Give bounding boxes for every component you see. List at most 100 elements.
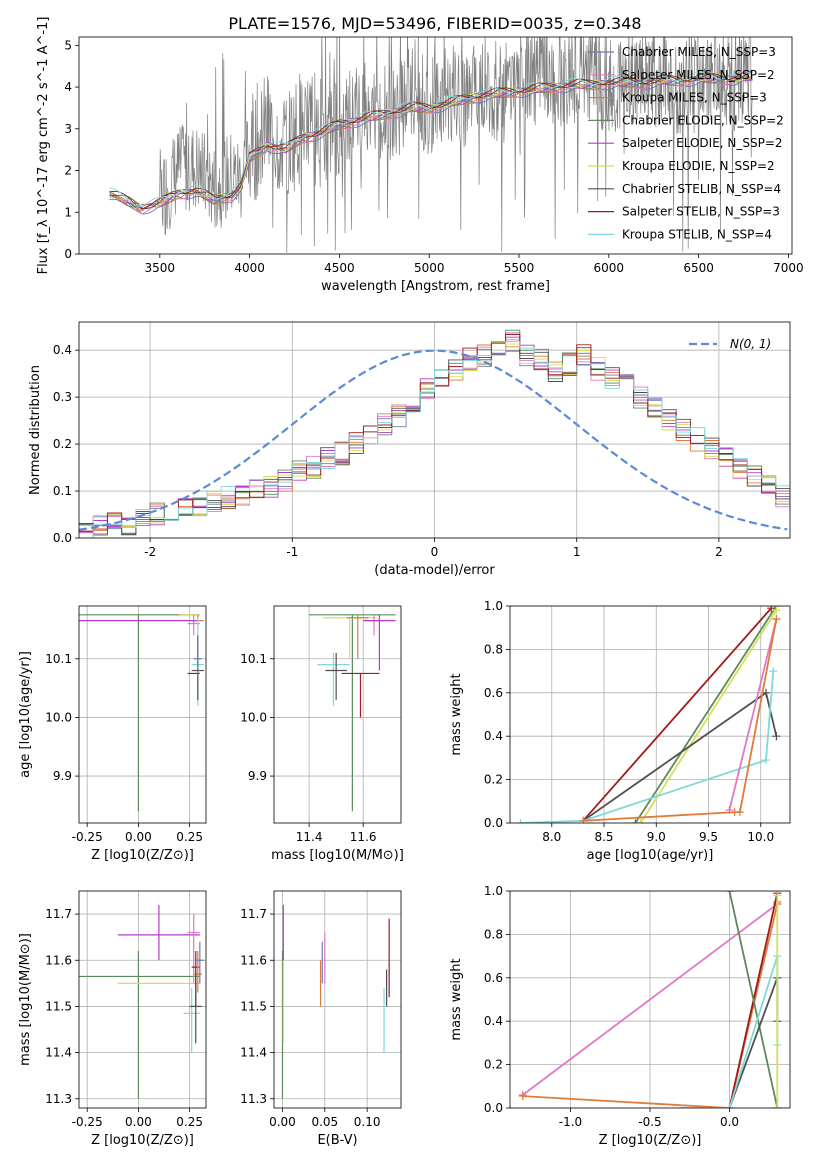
x-axis-label: age [log10(age/yr)] [587, 848, 714, 863]
y-tick-label: 0 [64, 247, 72, 261]
y-tick-label: 0.8 [484, 642, 503, 656]
weight-marker-3 [772, 732, 781, 741]
plot-area-age-massweight [510, 606, 790, 823]
x-tick-label: 0.0 [720, 1115, 739, 1129]
y-tick-label: 1.0 [484, 599, 503, 613]
x-axis-label: (data-model)/error [374, 563, 495, 578]
y-tick-label: 0.3 [53, 390, 72, 404]
x-tick-label: 8.5 [594, 830, 613, 844]
weight-marker-2 [636, 819, 645, 823]
y-tick-label: 0.2 [484, 1058, 503, 1072]
weight-marker-5 [677, 1104, 686, 1108]
x-tick-label: 5500 [504, 261, 535, 275]
x-tick-label: 0.00 [125, 1115, 152, 1129]
plot-area-z-age [79, 606, 206, 823]
legend-label: Kroupa STELIB, N_SSP=4 [622, 227, 772, 241]
legend-label: Kroupa ELODIE, N_SSP=2 [622, 159, 775, 173]
weight-marker-4 [761, 756, 770, 765]
x-tick-label: 6500 [683, 261, 714, 275]
y-axis-label: age [log10(age/yr)] [18, 651, 33, 778]
x-tick-label: 0.05 [311, 1115, 338, 1129]
weight-marker-1 [631, 819, 640, 823]
weight-line-2 [639, 609, 778, 823]
axes-frame [273, 890, 402, 1109]
legend-label: Salpeter ELODIE, N_SSP=2 [622, 136, 783, 150]
weight-line-5 [728, 618, 778, 811]
weight-marker-5 [725, 1104, 734, 1108]
histogram-step-8 [79, 341, 790, 538]
y-tick-label: 9.9 [53, 769, 72, 783]
spectrum-legend: Chabrier MILES, N_SSP=3 Salpeter MILES, N… [588, 45, 784, 241]
y-tick-label: 11.3 [240, 1092, 267, 1106]
y-tick-label: 11.6 [45, 953, 72, 967]
y-tick-label: 2 [64, 164, 72, 178]
x-tick-label: 5000 [414, 261, 445, 275]
y-tick-label: 10.1 [45, 652, 72, 666]
x-tick-label: 0.00 [125, 830, 152, 844]
plot-area-spectrum [109, 37, 753, 253]
y-tick-label: 5 [64, 38, 72, 52]
weight-marker-6 [773, 891, 782, 900]
y-tick-label: 0.0 [484, 816, 503, 830]
weight-marker-6 [772, 615, 781, 624]
x-axis-label: Z [log10(Z/Z⊙)] [599, 1133, 702, 1148]
histogram-step-6 [79, 347, 790, 536]
x-tick-label: 8.0 [542, 830, 561, 844]
legend-label: Chabrier ELODIE, N_SSP=2 [622, 113, 784, 127]
panel-age-massweight: 8.0 8.5 9.0 9.5 10.0 0.0 0.2 0.4 0.6 0.8 1.0 age [l… [449, 599, 791, 863]
x-tick-label: 0.25 [176, 830, 203, 844]
y-tick-label: 11.5 [240, 999, 267, 1013]
y-tick-label: 1 [64, 205, 72, 219]
figure-title: PLATE=1576, MJD=53496, FIBERID=0035, z=0… [228, 14, 641, 33]
axes-frame [509, 605, 791, 824]
y-tick-label: 0.1 [53, 484, 72, 498]
y-tick-label: 9.9 [248, 769, 267, 783]
legend-label: Salpeter MILES, N_SSP=2 [622, 68, 775, 82]
x-tick-label: 4500 [324, 261, 355, 275]
y-tick-label: 0.0 [484, 1101, 503, 1115]
model-line-1 [109, 76, 753, 215]
panel-z-mass: -0.25 0.00 0.25 11.3 11.4 11.5 11.6 11.7 Z [log1… [18, 890, 207, 1148]
weight-marker-6 [773, 1104, 782, 1108]
plot-area-residuals [79, 322, 790, 538]
panel-ebv-mass: 0.00 0.05 0.10 11.3 11.4 11.5 11.6 11.7 E(B-V) [240, 890, 402, 1148]
weight-marker-6 [735, 808, 744, 817]
y-tick-label: 3 [64, 122, 72, 136]
x-axis-label: E(B-V) [317, 1133, 357, 1148]
y-tick-label: 11.6 [240, 953, 267, 967]
panel-residuals: -2 -1 0 1 2 0.0 0.1 0.2 0.3 0.4 (data-model)/error… [28, 321, 791, 578]
weight-line-3 [728, 891, 779, 1108]
x-tick-label: -1.0 [559, 1115, 582, 1129]
y-tick-label: 0.2 [484, 773, 503, 787]
x-tick-label: 7000 [773, 261, 804, 275]
y-tick-label: 11.3 [45, 1092, 72, 1106]
weight-marker-6 [579, 816, 588, 823]
y-tick-label: 1.0 [484, 884, 503, 898]
axes-frame [78, 36, 793, 255]
legend-label: Salpeter STELIB, N_SSP=3 [622, 205, 780, 219]
y-tick-label: 4 [64, 80, 72, 94]
x-tick-label: -0.25 [72, 830, 103, 844]
x-tick-label: 2 [715, 545, 723, 559]
x-tick-label: 9.5 [699, 830, 718, 844]
axes-frame [78, 890, 207, 1109]
y-tick-label: 0.4 [484, 729, 503, 743]
panel-z-massweight: -1.0 -0.5 0.0 0.0 0.2 0.4 0.6 0.8 1.0 Z [log10(Z/… [449, 884, 791, 1148]
model-line-8 [109, 70, 753, 208]
x-axis-label: Z [log10(Z/Z⊙)] [91, 1133, 194, 1148]
y-tick-label: 0.4 [53, 343, 72, 357]
panel-mass-age: 11.4 11.6 9.9 10.0 10.1 mass [log10(M/M⊙)] [240, 605, 404, 863]
x-tick-label: 1 [573, 545, 581, 559]
weight-marker-4 [769, 667, 778, 676]
weight-marker-3 [725, 891, 734, 895]
weight-line-1 [634, 606, 778, 823]
x-tick-label: 0.10 [354, 1115, 381, 1129]
y-tick-label: 0.4 [484, 1014, 503, 1028]
y-tick-label: 11.5 [45, 999, 72, 1013]
normal-curve [79, 349, 788, 531]
x-tick-label: 9.0 [647, 830, 666, 844]
legend-label: Kroupa MILES, N_SSP=3 [622, 91, 767, 105]
x-tick-label: 6000 [594, 261, 625, 275]
y-tick-label: 0.6 [484, 971, 503, 985]
